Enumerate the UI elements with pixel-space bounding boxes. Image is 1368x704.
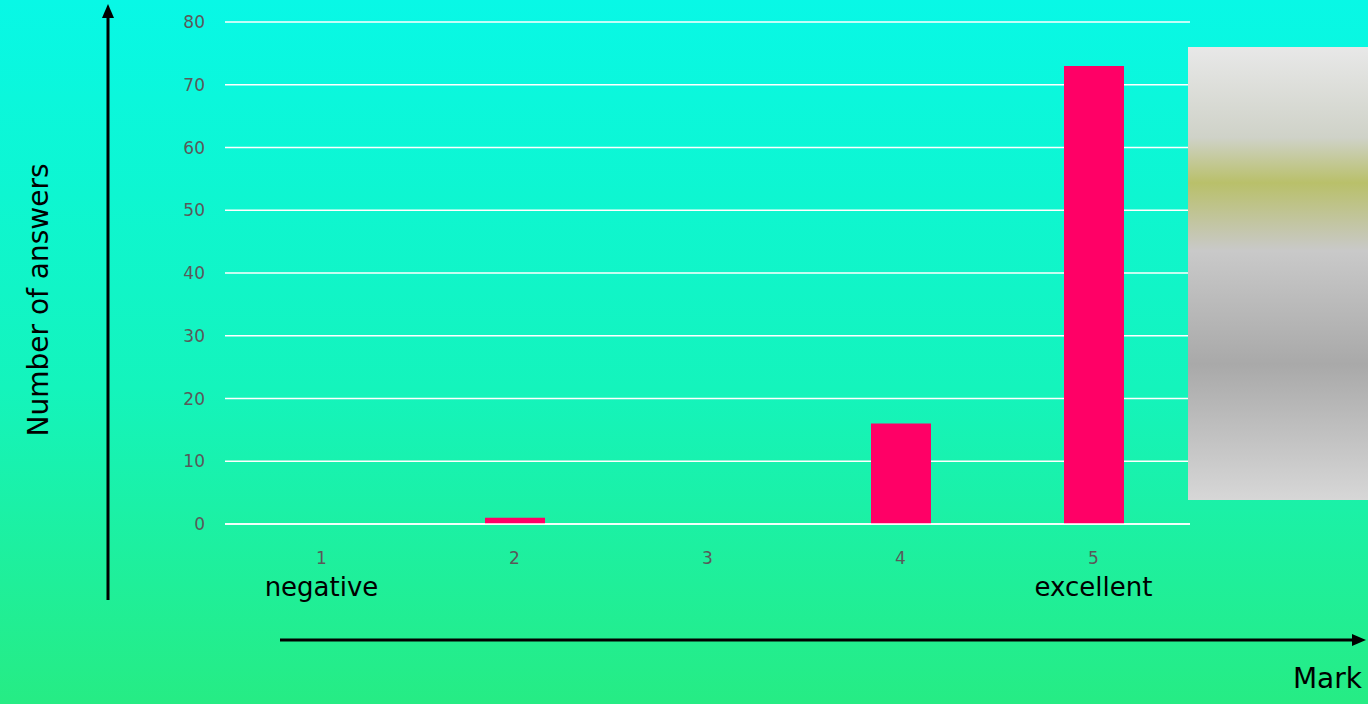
svg-text:5: 5 [1088, 548, 1099, 568]
svg-text:30: 30 [183, 326, 205, 346]
svg-text:0: 0 [194, 514, 205, 534]
svg-text:10: 10 [183, 451, 205, 471]
html-text:negative: negative [264, 572, 379, 602]
html-text:Mark: Mark [1293, 662, 1362, 695]
svg-text:20: 20 [183, 389, 205, 409]
svg-text:3: 3 [702, 548, 713, 568]
html-text:excellent: excellent [1034, 572, 1153, 602]
svg-text:60: 60 [183, 138, 205, 158]
svg-text:50: 50 [183, 200, 205, 220]
svg-text:80: 80 [183, 12, 205, 32]
svg-text:2: 2 [509, 548, 520, 568]
html-text:Number of answers: Number of answers [21, 163, 55, 437]
svg-text:1: 1 [316, 548, 327, 568]
svg-text:70: 70 [183, 75, 205, 95]
svg-text:4: 4 [895, 548, 906, 568]
svg-text:40: 40 [183, 263, 205, 283]
